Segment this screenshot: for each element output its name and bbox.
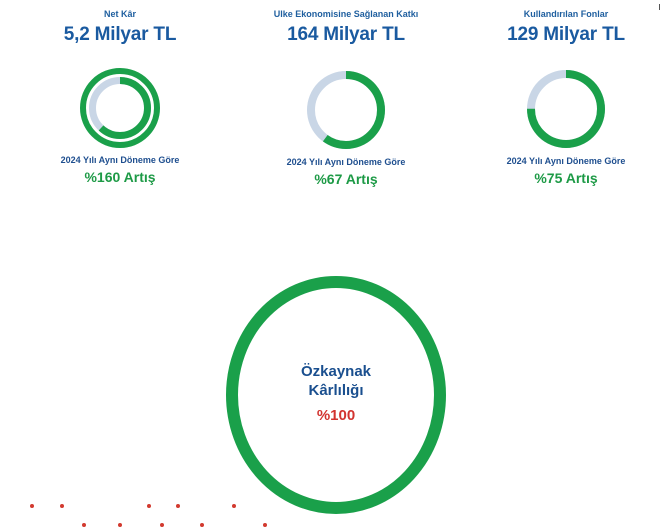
metric-title: Ulke Ekonomisine Sağlanan Katkı: [273, 9, 419, 19]
dot: [232, 504, 236, 508]
metric-value: 5,2 Milyar TL: [63, 24, 177, 45]
dot: [60, 504, 64, 508]
donut-progress: [89, 77, 151, 139]
roe-value: %100: [316, 407, 356, 424]
donut-chart-economic-contribution: [307, 71, 385, 149]
dot: [176, 504, 180, 508]
donut-chart-used-funds: [527, 70, 605, 148]
metric-title: Net Kâr: [103, 9, 136, 19]
metric-value: 129 Milyar TL: [507, 24, 625, 45]
metric-note: 2024 Yılı Aynı Döneme Göre: [60, 155, 180, 165]
metric-economic-contribution: Ulke Ekonomisine Sağlanan Katkı 164 Mily…: [236, 0, 456, 187]
metric-net-profit: Net Kâr 5,2 Milyar TL 2024 Yılı Aynı Dön…: [10, 0, 230, 185]
roe-ring: [226, 276, 446, 514]
dot: [147, 504, 151, 508]
roe-text: Özkaynak Kârlılığı %100: [276, 362, 396, 425]
roe-label-line1: Özkaynak: [300, 363, 372, 380]
dot: [118, 523, 122, 527]
dot: [160, 523, 164, 527]
metric-used-funds: Kullandırılan Fonlar 129 Milyar TL 2024 …: [456, 0, 662, 186]
metric-change: %75 Artış: [534, 170, 598, 186]
dot: [82, 523, 86, 527]
metric-change: %160 Artış: [84, 169, 156, 185]
dot: [30, 504, 34, 508]
dot: [263, 523, 267, 527]
metric-change: %67 Artış: [314, 171, 378, 187]
metric-note: 2024 Yılı Aynı Döneme Göre: [286, 157, 406, 167]
metric-title: Kullandırılan Fonlar: [523, 9, 609, 19]
donut-outer-ring: [80, 68, 160, 148]
donut-progress: [307, 71, 385, 149]
donut-chart-net-profit: [80, 68, 160, 148]
metric-value: 164 Milyar TL: [287, 24, 405, 45]
metric-note: 2024 Yılı Aynı Döneme Göre: [506, 156, 626, 166]
dot: [200, 523, 204, 527]
roe-ring-stroke: [226, 276, 446, 514]
roe-label-line2: Kârlılığı: [308, 382, 364, 399]
decorative-dots: [0, 490, 300, 531]
edge-mark: [656, 4, 660, 10]
donut-progress: [527, 70, 605, 148]
